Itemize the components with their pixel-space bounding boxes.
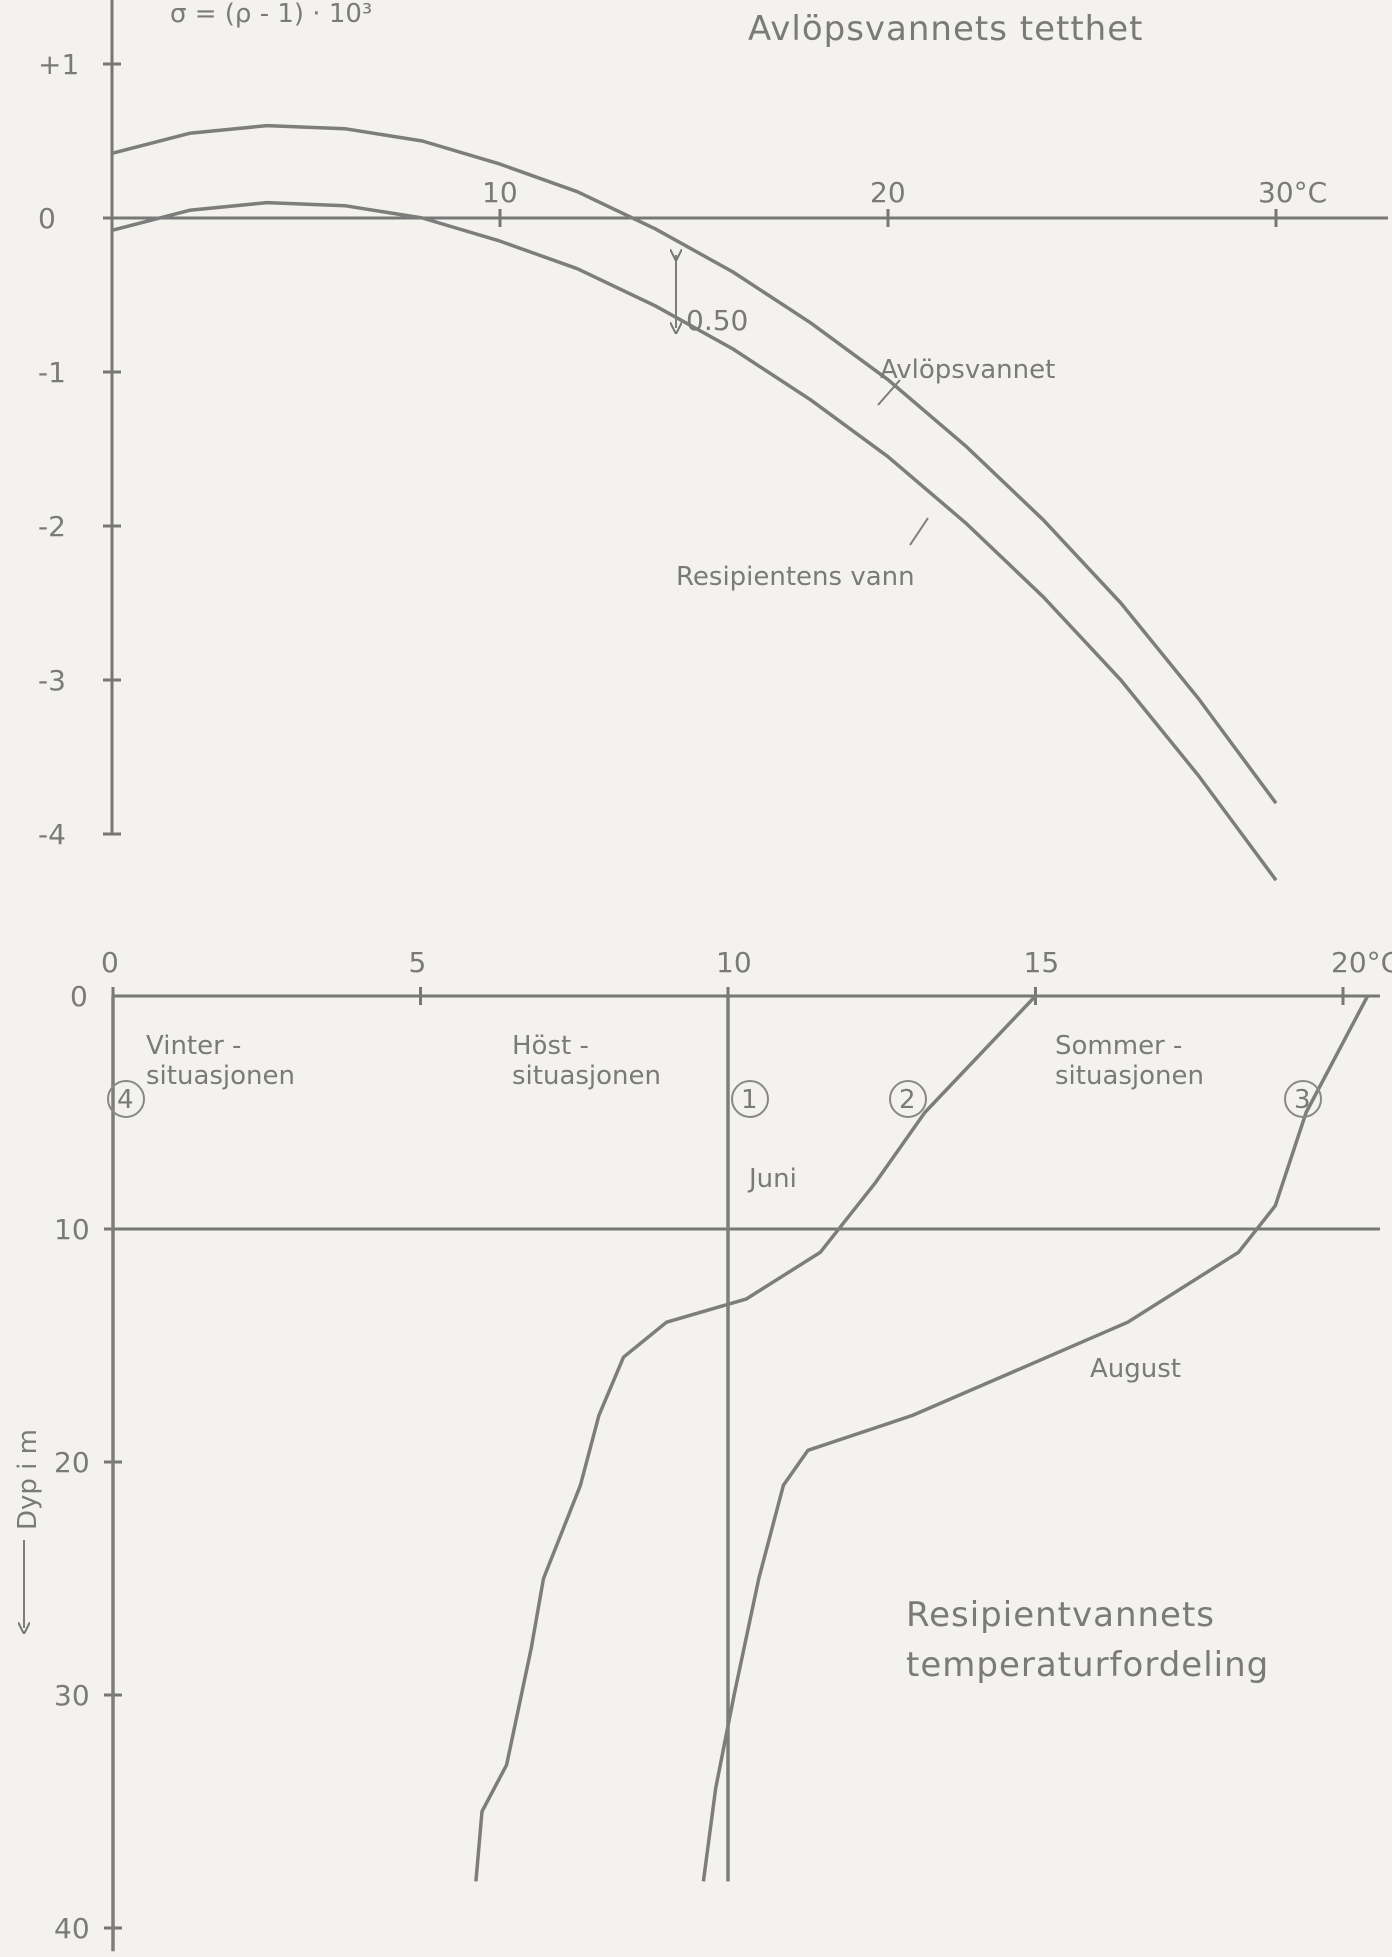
density-y-tick-label: +1 [38, 48, 79, 81]
density-y-tick-label: -4 [38, 818, 66, 851]
density-y-tick-label: -1 [38, 356, 66, 389]
marker-1-label: 1 [741, 1085, 758, 1115]
density-y-tick-label: -2 [38, 510, 66, 543]
sommer-label-1: Sommer - [1055, 1031, 1182, 1061]
depth-tick-label: 20 [54, 1446, 90, 1479]
marker-3-circle [1284, 1080, 1322, 1118]
marker-1-circle [731, 1080, 769, 1118]
density-chart-title: Avlöpsvannets tetthet [748, 9, 1143, 49]
august-label: August [1090, 1354, 1181, 1384]
depth-tick-label: 30 [54, 1679, 90, 1712]
host-label-2: situasjonen [512, 1061, 661, 1091]
density-x-tick-label: 10 [482, 176, 518, 209]
avlop-leader [877, 379, 901, 406]
density-x-tick-label: 20 [870, 176, 906, 209]
temperature-chart-title-2: temperaturfordeling [906, 1645, 1269, 1685]
depth-tick-label: 40 [54, 1912, 90, 1945]
resip-leader [909, 517, 929, 546]
vinter-label-1: Vinter - [146, 1031, 241, 1061]
density-chart: Avlöpsvannets tetthet σ = (ρ - 1) · 10³ … [38, 0, 1388, 882]
marker-4-circle [107, 1080, 145, 1118]
vinter-label-2: situasjonen [146, 1061, 295, 1091]
depth-axis-title: Dyp i m [13, 1429, 43, 1530]
temp-x-tick-label: 5 [409, 946, 427, 979]
temperature-chart-title-1: Resipientvannets [906, 1595, 1215, 1635]
density-y-tick-label: 0 [38, 202, 56, 235]
depth-axis-label: Dyp i m [13, 1429, 43, 1628]
temp-x-tick-label: 15 [1024, 946, 1060, 979]
temperature-chart: 0 5 10 15 20°C 0 10 20 30 40 Vinter - situasjonen… [13, 946, 1392, 1952]
depth-tick-label: 10 [54, 1213, 90, 1246]
temp-x-tick-label: 0 [101, 946, 119, 979]
marker-2-circle [889, 1080, 927, 1118]
host-label-1: Höst - [512, 1031, 589, 1061]
gap-label: 0.50 [686, 304, 748, 337]
juni-label: Juni [747, 1164, 797, 1194]
marker-3-label: 3 [1294, 1085, 1311, 1115]
resip-label: Resipientens vann [676, 562, 915, 592]
depth-tick-label: 0 [70, 980, 88, 1013]
sigma-formula: σ = (ρ - 1) · 10³ [170, 0, 372, 29]
temp-series-juni [474, 994, 1037, 1882]
density-y-tick-label: -3 [38, 664, 66, 697]
avlop-label: Avlöpsvannet [880, 355, 1055, 385]
density-series-avlöpsvannet [111, 123, 1278, 805]
temp-series-august [701, 995, 1370, 1882]
density-series-resipientens-vann [111, 200, 1278, 882]
sommer-label-2: situasjonen [1055, 1061, 1204, 1091]
temp-x-tick-label: 20°C [1331, 946, 1392, 979]
density-x-tick-label: 30°C [1258, 176, 1327, 209]
marker-4-label: 4 [117, 1085, 134, 1115]
marker-2-label: 2 [899, 1085, 916, 1115]
temp-x-tick-label: 10 [716, 946, 752, 979]
